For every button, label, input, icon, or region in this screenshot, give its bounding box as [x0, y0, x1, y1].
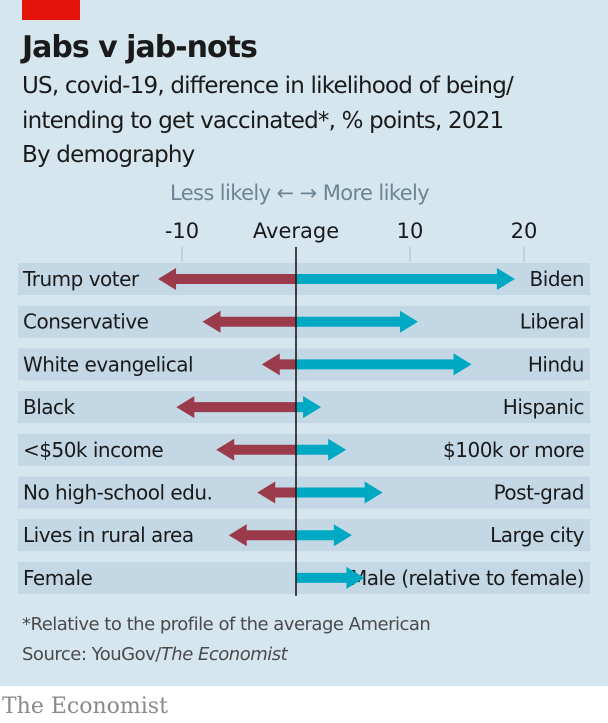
- negative-arrow: [228, 524, 296, 547]
- row-left-label: <$50k income: [23, 438, 163, 462]
- row-left-label: Female: [23, 566, 93, 590]
- positive-arrow: [296, 481, 383, 504]
- row-right-label: Post-grad: [494, 481, 584, 505]
- brand-red-tag: [22, 0, 80, 20]
- negative-arrow: [176, 396, 296, 419]
- positive-arrow: [296, 268, 515, 290]
- positive-arrow: [296, 396, 322, 419]
- positive-arrow: [296, 353, 472, 376]
- row-left-label: White evangelical: [23, 352, 193, 376]
- row-right-label: Liberal: [520, 310, 584, 334]
- positive-arrow: [296, 566, 365, 589]
- row-left-label: Conservative: [23, 310, 149, 334]
- positive-arrow: [296, 310, 418, 333]
- row-right-label: Male (relative to female): [350, 566, 584, 590]
- row-right-label: Biden: [530, 267, 584, 291]
- source-note: Source: YouGov/The Economist: [22, 644, 288, 665]
- row-right-label: Large city: [490, 523, 585, 547]
- footnote: *Relative to the profile of the average …: [22, 614, 431, 635]
- source-prefix: Source: YouGov/: [22, 644, 161, 665]
- positive-arrow: [296, 438, 347, 461]
- negative-arrow: [257, 481, 296, 504]
- row-left-label: Trump voter: [22, 267, 140, 291]
- positive-arrow: [296, 524, 352, 547]
- row-right-label: Hindu: [528, 352, 584, 376]
- row-right-label: Hispanic: [503, 395, 584, 419]
- negative-arrow: [261, 353, 296, 376]
- x-tick-label: 10: [397, 219, 424, 243]
- economist-logo-text: The Economist: [2, 694, 168, 719]
- source-italic: The Economist: [160, 644, 288, 665]
- row-right-label: $100k or more: [443, 438, 584, 462]
- subtitle-line-2: intending to get vaccinated*, % points, …: [22, 108, 504, 134]
- row-left-label: Black: [23, 395, 76, 419]
- row-left-label: No high-school edu.: [23, 481, 212, 505]
- x-tick-label: 20: [511, 219, 538, 243]
- row-left-label: Lives in rural area: [23, 523, 194, 547]
- x-tick-label: -10: [165, 219, 199, 243]
- chart-title: Jabs v jab-nots: [22, 30, 258, 65]
- negative-arrow: [158, 268, 296, 290]
- chart-svg: -10 Average 10 20 Trump voter Biden Conservati…: [18, 219, 590, 596]
- negative-arrow: [202, 310, 296, 333]
- subtitle-line-1: US, covid-19, difference in likelihood o…: [22, 73, 514, 99]
- subtitle-line-3: By demography: [22, 142, 195, 168]
- negative-arrow: [216, 438, 296, 461]
- x-tick-label: Average: [253, 219, 339, 243]
- direction-label: Less likely ← → More likely: [170, 181, 430, 205]
